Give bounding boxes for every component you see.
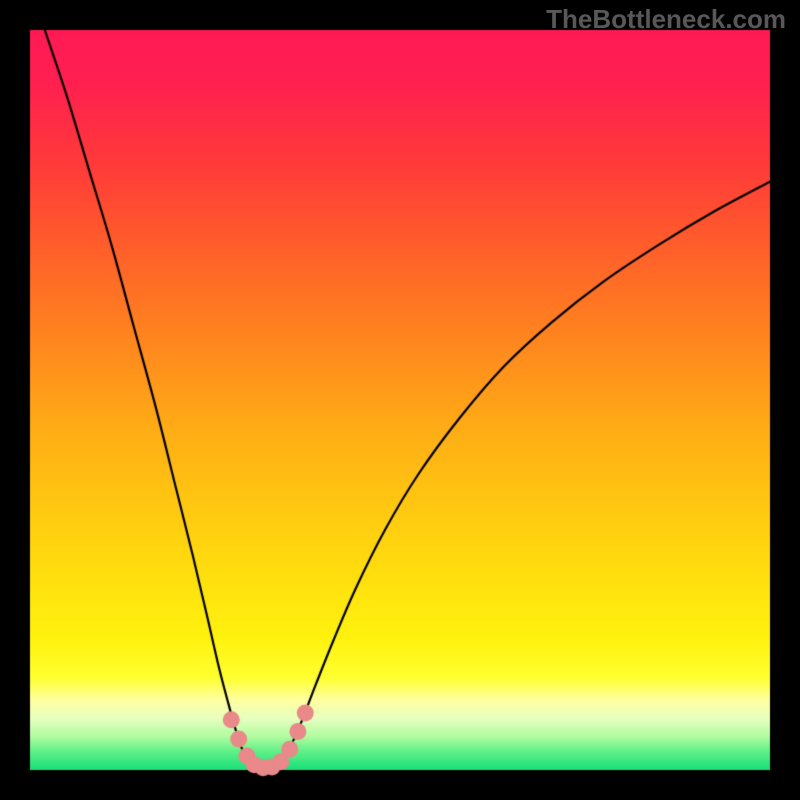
watermark-label: TheBottleneck.com	[546, 4, 786, 35]
bottleneck-chart-canvas	[0, 0, 800, 800]
chart-stage: TheBottleneck.com	[0, 0, 800, 800]
